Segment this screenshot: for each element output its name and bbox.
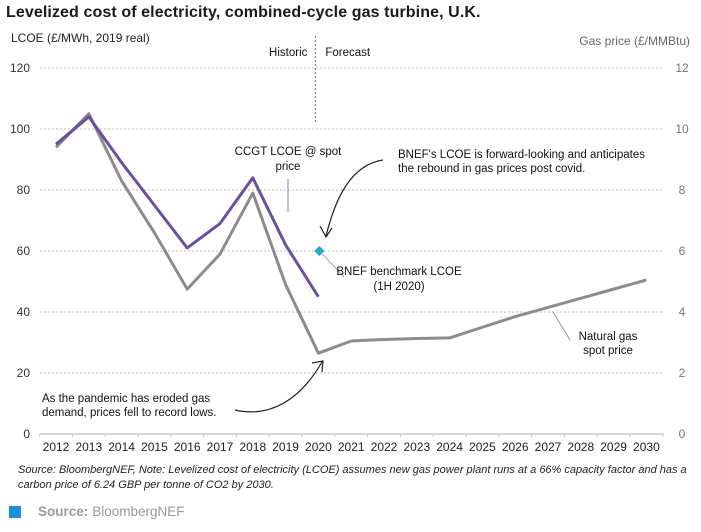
x-tick-label: 2027 <box>535 440 562 454</box>
y2-tick-label: 10 <box>675 122 689 136</box>
y-tick-label: 100 <box>10 122 30 136</box>
x-tick-label: 2013 <box>75 440 102 454</box>
y-tick-label: 40 <box>17 305 31 319</box>
y-axis-title-left: LCOE (£/MWh, 2019 real) <box>11 31 150 45</box>
x-tick-label: 2030 <box>633 440 660 454</box>
y-axis-title-right: Gas price (£/MMBtu) <box>579 34 690 48</box>
chart-svg: 0 0 20 2 40 4 60 6 80 8 100 10 120 12 2012 2013 2014 2015… <box>10 36 689 454</box>
annotation-benchmark-line2: (1H 2020) <box>373 281 424 293</box>
annotation-pandemic-arrow <box>234 361 323 413</box>
x-tick-label: 2023 <box>403 440 430 454</box>
source-line: Source: BloombergNEF <box>9 504 185 519</box>
x-tick-label: 2012 <box>43 440 70 454</box>
x-tick-label: 2016 <box>174 440 201 454</box>
y2-tick-label: 12 <box>675 61 689 75</box>
annotation-gas-line1: Natural gas <box>579 331 638 343</box>
x-tick-label: 2024 <box>436 440 463 454</box>
annotation-benchmark-line1: BNEF benchmark LCOE <box>336 266 462 278</box>
footnote: Source: BloombergNEF, Note: Levelized co… <box>18 464 687 491</box>
x-tick-label: 2021 <box>338 440 365 454</box>
annotation-forward-line1: BNEF's LCOE is forward-looking and antic… <box>398 149 645 161</box>
annotation-pandemic-line2: demand, prices fell to record lows. <box>42 407 217 419</box>
y-tick-label: 20 <box>17 366 31 380</box>
x-tick-label: 2022 <box>371 440 398 454</box>
x-tick-label: 2029 <box>600 440 627 454</box>
x-tick-label: 2026 <box>502 440 529 454</box>
y-tick-label: 80 <box>17 183 31 197</box>
annotation-benchmark-leader <box>322 253 345 278</box>
x-tick-label: 2018 <box>239 440 266 454</box>
historic-label: Historic <box>269 47 308 59</box>
x-tick-label: 2014 <box>108 440 135 454</box>
annotation-ccgt-line1: CCGT LCOE @ spot <box>235 146 342 158</box>
x-tick-label: 2019 <box>272 440 299 454</box>
annotation-forward-arrow <box>325 159 384 237</box>
chart-title: Levelized cost of electricity, combined-… <box>6 4 481 21</box>
y-tick-label: 0 <box>23 427 30 441</box>
source-marker-icon <box>9 505 21 518</box>
annotation-gas-line2: spot price <box>583 345 633 357</box>
forecast-label: Forecast <box>325 47 371 59</box>
annotation-forward-arrowhead-icon <box>319 225 333 239</box>
x-tick-label: 2020 <box>305 440 332 454</box>
annotation-ccgt-line2: price <box>276 161 301 173</box>
y2-tick-label: 6 <box>679 244 686 258</box>
y2-tick-label: 4 <box>679 305 686 319</box>
x-tick-label: 2028 <box>567 440 594 454</box>
x-tick-label: 2025 <box>469 440 496 454</box>
source-value: BloombergNEF <box>92 504 185 519</box>
y2-tick-label: 2 <box>679 366 686 380</box>
x-tick-label: 2015 <box>141 440 168 454</box>
source-label: Source: <box>38 504 89 519</box>
x-tick-label: 2017 <box>207 440 234 454</box>
y-tick-label: 60 <box>17 244 31 258</box>
benchmark-lcoe-marker <box>314 246 325 256</box>
annotation-gas-leader <box>552 311 571 341</box>
annotation-pandemic-arrowhead-icon <box>311 360 324 373</box>
annotation-pandemic-line1: As the pandemic has eroded gas <box>42 393 210 405</box>
annotation-forward-line2: the rebound in gas prices post covid. <box>398 163 585 175</box>
y-tick-label: 120 <box>10 61 30 75</box>
y2-tick-label: 0 <box>679 427 686 441</box>
y2-tick-label: 8 <box>679 183 686 197</box>
